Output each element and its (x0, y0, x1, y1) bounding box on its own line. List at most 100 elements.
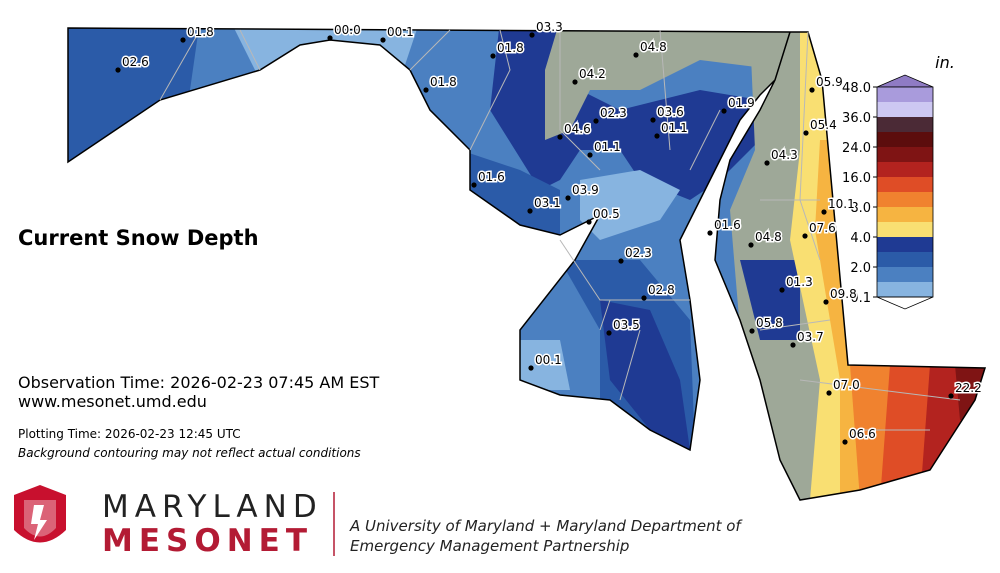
station-dot (528, 365, 534, 371)
station-dot (490, 53, 496, 59)
station-label: 02.3 (625, 246, 652, 260)
station-label: 03.3 (536, 20, 563, 34)
legend-bin (877, 207, 933, 222)
station-dot (633, 52, 639, 58)
station-dot (650, 117, 656, 123)
legend-bin (877, 132, 933, 147)
station-dot (471, 182, 477, 188)
legend-unit: in. (935, 53, 955, 72)
logo-line1: MARYLAND (102, 489, 323, 525)
station-label: 03.6 (657, 105, 684, 119)
station-label: 04.2 (579, 67, 606, 81)
station-label: 03.5 (613, 318, 640, 332)
legend-tick-label: 48.0 (842, 81, 871, 96)
station-dot (764, 160, 770, 166)
legend-bin (877, 177, 933, 192)
legend-bin (877, 267, 933, 282)
legend-under (876, 296, 934, 310)
station-label: 04.8 (755, 230, 782, 244)
station-label: 01.6 (478, 170, 505, 184)
station-label: 04.6 (564, 122, 591, 136)
station-label: 05.8 (756, 316, 783, 330)
title: Current Snow Depth (18, 226, 259, 250)
station-dot (749, 328, 755, 334)
station-dot (557, 134, 563, 140)
station-dot (587, 152, 593, 158)
legend-bin (877, 102, 933, 117)
station-label: 01.3 (786, 275, 813, 289)
station-label: 04.3 (771, 148, 798, 162)
station-label: 05.9 (816, 75, 843, 89)
station-dot (593, 118, 599, 124)
station-dot (529, 32, 535, 38)
logo-line2: MESONET (102, 523, 313, 559)
station-label: 06.6 (849, 427, 876, 441)
station-label: 09.8 (830, 287, 857, 301)
logo (14, 485, 66, 543)
legend-frame (876, 86, 934, 298)
station-dot (821, 209, 827, 215)
station-label: 01.8 (497, 41, 524, 55)
station-dot (527, 208, 533, 214)
station-dot (721, 108, 727, 114)
station-label: 01.1 (661, 121, 688, 135)
station-dot (707, 230, 713, 236)
station-label: 07.0 (833, 378, 860, 392)
station-dot (180, 37, 186, 43)
station-label: 00.0 (334, 23, 361, 37)
legend-tick-label: 0.1 (850, 291, 871, 306)
station-dot (565, 195, 571, 201)
station-dot (618, 258, 624, 264)
station-dot (748, 242, 754, 248)
station-dot (327, 35, 333, 41)
station-dot (586, 219, 592, 225)
station-dot (641, 295, 647, 301)
plotting-time: Plotting Time: 2026-02-23 12:45 UTC (18, 427, 241, 441)
station-label: 01.8 (187, 25, 214, 39)
station-dot (948, 393, 954, 399)
station-dot (115, 67, 121, 73)
station-label: 07.6 (809, 221, 836, 235)
station-label: 10.1 (828, 197, 855, 211)
station-dot (779, 287, 785, 293)
station-label: 00.1 (387, 25, 414, 39)
legend-bin (877, 87, 933, 102)
legend-bin (877, 282, 933, 297)
legend-bin (877, 162, 933, 177)
legend-tick-label: 16.0 (842, 171, 871, 186)
county-lines (159, 29, 961, 431)
station-label: 02.8 (648, 283, 675, 297)
stations: 02.6 01.8 00.0 00.1 03.3 01.8 04.8 04.2 01.8 05.9… (115, 19, 983, 445)
station-dot (606, 330, 612, 336)
legend-tick-label: 4.0 (850, 231, 871, 246)
station-dot (423, 87, 429, 93)
station-label: 03.7 (797, 330, 824, 344)
station-label: 04.8 (640, 40, 667, 54)
tagline: A University of Maryland + Maryland Depa… (349, 517, 743, 535)
legend-tick-label: 8.0 (850, 201, 871, 216)
station-label: 22.2 (955, 381, 982, 395)
station-dot (572, 79, 578, 85)
station-dot (654, 133, 660, 139)
tagline: Emergency Management Partnership (350, 537, 629, 555)
station-label: 01.9 (728, 96, 755, 110)
station-dot (823, 299, 829, 305)
observation-time: Observation Time: 2026-02-23 07:45 AM ES… (18, 373, 380, 392)
station-label: 02.6 (122, 55, 149, 69)
station-dot (842, 439, 848, 445)
station-label: 02.3 (600, 106, 627, 120)
legend-bin (877, 252, 933, 267)
station-label: 00.1 (535, 353, 562, 367)
station-label: 03.1 (534, 196, 561, 210)
station-label: 01.1 (594, 140, 621, 154)
station-label: 03.9 (572, 183, 599, 197)
station-dot (790, 342, 796, 348)
station-label: 01.8 (430, 75, 457, 89)
station-dot (803, 130, 809, 136)
station-label: 05.4 (810, 118, 837, 132)
station-dot (826, 390, 832, 396)
note: Background contouring may not reflect ac… (18, 446, 361, 460)
station-label: 00.5 (593, 207, 620, 221)
